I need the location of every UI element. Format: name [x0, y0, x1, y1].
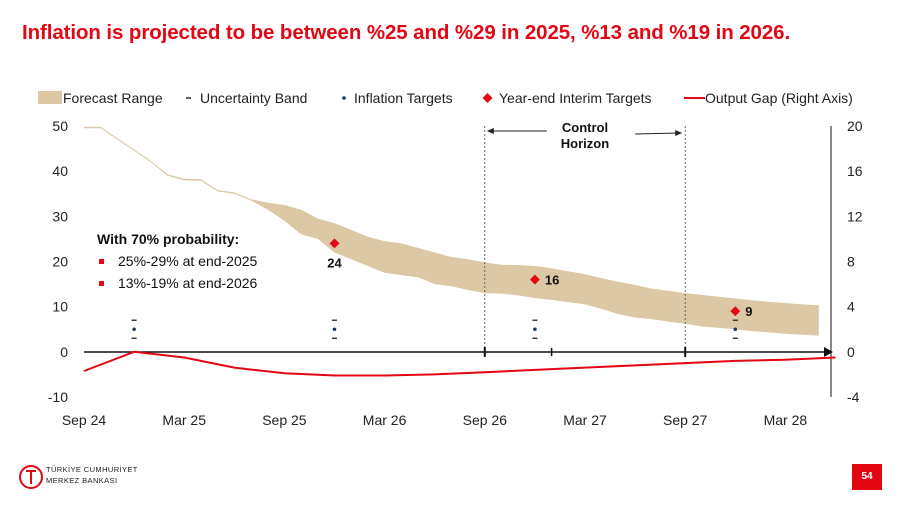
y-right-tick-label: 0: [847, 344, 855, 360]
interim-target-label: 24: [327, 255, 342, 270]
x-tick-label: Sep 24: [62, 412, 107, 428]
legend-interim-label: Year-end Interim Targets: [499, 90, 652, 106]
x-tick-label: Mar 25: [162, 412, 206, 428]
y-left-tick-label: 40: [52, 163, 68, 179]
x-axis-labels: Sep 24 Mar 25 Sep 25 Mar 26 Sep 26 Mar 27 Sep …: [62, 412, 808, 428]
interim-targets: 24 16 9: [327, 238, 753, 319]
legend-uncertainty-label: Uncertainty Band: [200, 90, 307, 106]
y-left-tick-label: -10: [48, 389, 68, 405]
legend-forecast-label: Forecast Range: [63, 90, 163, 106]
inflation-target-point: [332, 327, 337, 332]
legend-target-swatch: [342, 96, 346, 100]
y-left-tick-label: 10: [52, 299, 68, 315]
right-axis-labels: -4 0 4 8 12 16 20: [847, 118, 863, 405]
x-tick-label: Sep 25: [262, 412, 307, 428]
logo-line1: TÜRKİYE CUMHURİYET: [46, 465, 138, 474]
note-bullet-2: [99, 281, 104, 286]
x-axis-arrow: [824, 347, 833, 357]
note-item-1: 25%-29% at end-2025: [118, 253, 258, 269]
page-number: 54: [852, 464, 882, 490]
legend-interim-swatch: [482, 93, 493, 103]
logo-line2: MERKEZ BANKASI: [46, 476, 118, 485]
note-bullet-1: [99, 259, 104, 264]
x-tick-label: Sep 26: [463, 412, 508, 428]
inflation-target-point: [132, 327, 136, 332]
control-horizon: Control Horizon: [484, 120, 686, 352]
legend-target-label: Inflation Targets: [354, 90, 453, 106]
interim-target-label: 9: [745, 304, 752, 319]
left-axis-labels: -10 0 10 20 30 40 50: [48, 118, 68, 405]
y-right-tick-label: 12: [847, 208, 863, 224]
interim-target-label: 16: [545, 273, 559, 288]
x-axis-ticks: [483, 347, 687, 357]
y-right-tick-label: -4: [847, 389, 860, 405]
y-left-tick-label: 0: [60, 344, 68, 360]
y-left-tick-label: 20: [52, 254, 68, 270]
probability-note: With 70% probability: 25%-29% at end-202…: [97, 231, 258, 291]
control-horizon-arrow-right: [635, 132, 680, 135]
forecast-range-band: [84, 126, 819, 336]
x-tick-label: Mar 28: [764, 412, 808, 428]
control-horizon-label-line1: Control: [562, 120, 608, 135]
y-right-tick-label: 8: [847, 254, 855, 270]
y-left-tick-label: 30: [52, 208, 68, 224]
cbrt-logo-icon: [19, 465, 43, 489]
interim-target-marker: [329, 238, 340, 249]
inflation-target-point: [533, 327, 537, 332]
chart-legend: Forecast Range Uncertainty Band Inflatio…: [38, 90, 853, 106]
note-item-2: 13%-19% at end-2026: [118, 275, 258, 291]
x-tick-label: Mar 27: [563, 412, 607, 428]
control-horizon-label-line2: Horizon: [561, 136, 609, 151]
page-title: Inflation is projected to be between %25…: [22, 21, 791, 44]
control-horizon-arrowhead-left: [486, 128, 494, 134]
x-tick-label: Mar 26: [363, 412, 407, 428]
y-right-tick-label: 20: [847, 118, 863, 134]
interim-target-marker: [529, 274, 540, 285]
inflation-target-point: [733, 327, 738, 332]
x-tick-label: Sep 27: [663, 412, 708, 428]
y-right-tick-label: 16: [847, 163, 863, 179]
output-gap-line: [83, 350, 836, 377]
y-left-tick-label: 50: [52, 118, 68, 134]
logo-text: TÜRKİYE CUMHURİYET MERKEZ BANKASI: [46, 464, 138, 486]
inflation-targets: [131, 319, 738, 339]
interim-target-marker: [730, 306, 741, 317]
legend-forecast-swatch: [38, 91, 62, 104]
control-horizon-arrowhead-right: [675, 130, 683, 136]
legend-output-gap-label: Output Gap (Right Axis): [705, 90, 853, 106]
note-heading: With 70% probability:: [97, 231, 239, 247]
y-right-tick-label: 4: [847, 299, 855, 315]
